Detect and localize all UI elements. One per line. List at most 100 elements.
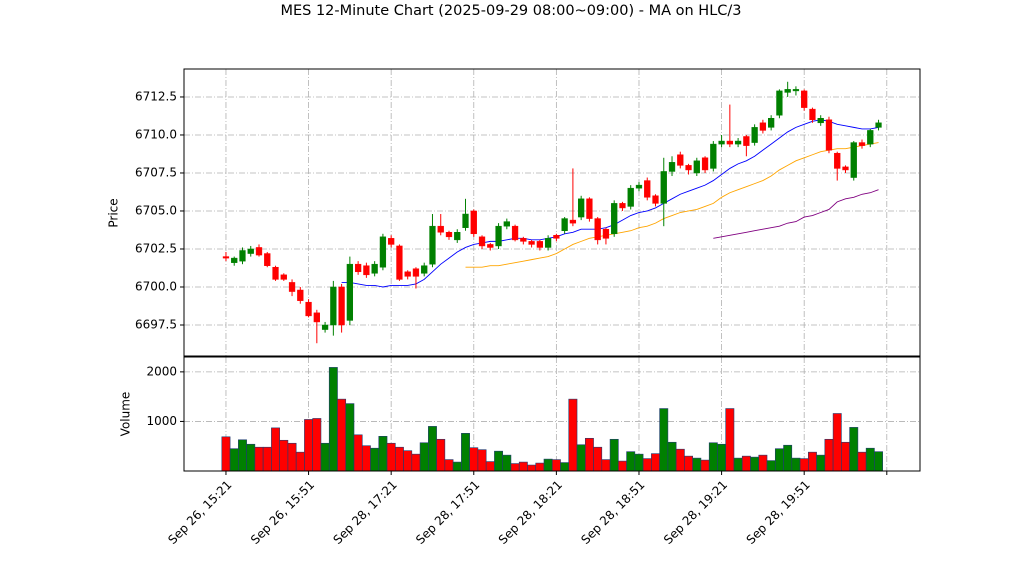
candle-body — [784, 89, 791, 93]
volume-bar — [502, 454, 512, 472]
candle-body — [693, 160, 700, 174]
volume-bar — [626, 451, 636, 472]
volume-bar — [304, 419, 313, 472]
candle-body — [553, 235, 560, 239]
candle-body — [421, 265, 428, 274]
candle-body — [280, 274, 287, 280]
candle-body — [817, 118, 824, 124]
volume-bar — [741, 455, 751, 472]
volume-bar — [378, 436, 388, 472]
candle-body — [520, 238, 527, 242]
volume-bar — [560, 462, 570, 472]
volume-bar — [485, 461, 495, 472]
volume-bar — [279, 439, 289, 472]
chart-title: MES 12-Minute Chart (2025-09-29 08:00~09… — [280, 3, 741, 19]
volume-bar — [791, 457, 801, 472]
volume-bar — [733, 457, 743, 472]
candle-body — [288, 282, 296, 292]
volume-bar — [518, 461, 528, 472]
candle-body — [487, 244, 494, 248]
candle-body — [685, 165, 692, 171]
volume-bar — [353, 434, 363, 472]
candle-body — [801, 90, 808, 108]
candle-body — [751, 127, 758, 143]
candle-body — [462, 213, 469, 228]
candle-body — [429, 225, 436, 265]
volume-bar — [832, 413, 842, 472]
candle-body — [743, 136, 750, 146]
y-tick-label: 2000 — [146, 364, 177, 378]
volume-bar — [246, 443, 256, 472]
candle-body — [544, 238, 552, 248]
volume-bar — [700, 459, 710, 472]
candle-body — [602, 228, 610, 239]
candle-body — [239, 250, 246, 262]
volume-bar — [411, 453, 421, 472]
candle-body — [710, 143, 717, 169]
volume-bar — [477, 449, 487, 472]
volume-bar — [527, 464, 537, 472]
volume-bar — [593, 446, 603, 472]
candle-body — [330, 286, 337, 326]
y-tick-label: 6710.0 — [135, 127, 177, 141]
candle-body — [594, 218, 601, 241]
volume-bar — [320, 442, 330, 472]
volume-bar — [601, 459, 611, 472]
volume-bar — [419, 442, 429, 472]
candle-body — [677, 154, 684, 166]
candle-body — [437, 225, 444, 233]
y-axis-label: Volume — [119, 392, 133, 437]
candle-body — [635, 184, 643, 189]
volume-bar — [642, 458, 652, 472]
y-tick-label: 6705.0 — [135, 203, 177, 217]
candle-body — [412, 268, 420, 277]
volume-bar — [684, 455, 693, 472]
ma-line — [465, 142, 879, 268]
volume-bar — [841, 441, 850, 472]
y-tick-label: 6700.0 — [135, 279, 177, 293]
candle-body — [313, 312, 320, 323]
x-tick-label: Sep 28, 17:21 — [331, 478, 400, 547]
candle-body — [858, 142, 866, 146]
volume-bar — [708, 442, 718, 472]
volume-bar — [403, 450, 413, 472]
candle-body — [404, 271, 411, 277]
y-tick-label: 6712.5 — [135, 89, 177, 103]
candle-body — [272, 266, 279, 280]
volume-bar — [634, 453, 644, 472]
volume-bar — [766, 460, 776, 472]
panel-frame — [183, 356, 921, 472]
candle-body — [536, 241, 543, 248]
candle-body — [470, 210, 477, 235]
ma-line — [713, 189, 879, 239]
candle-body — [867, 130, 874, 145]
volume-bar — [312, 418, 322, 472]
candle-body — [660, 171, 667, 204]
y-axis-label: Price — [107, 198, 121, 227]
volume-bar — [494, 450, 503, 472]
candle-body — [701, 157, 709, 171]
volume-bar — [799, 458, 809, 472]
candle-body — [255, 247, 263, 256]
x-tick-label: Sep 28, 19:51 — [744, 478, 813, 547]
volume-bar — [551, 459, 561, 472]
volume-bar — [865, 447, 875, 472]
candle-body — [454, 232, 461, 241]
x-tick-label: Sep 28, 17:51 — [413, 478, 482, 547]
volume-bar — [543, 458, 553, 472]
candle-body — [264, 253, 271, 266]
candle-body — [371, 263, 378, 274]
candle-body — [627, 187, 634, 207]
volume-bar — [238, 439, 247, 472]
candle-body — [586, 198, 593, 219]
candle-body — [321, 324, 329, 330]
candle-body — [776, 90, 783, 116]
candle-body — [834, 152, 841, 169]
volume-bar — [345, 403, 355, 472]
x-tick-label: Sep 28, 19:21 — [661, 478, 730, 547]
ma-line — [341, 119, 879, 288]
candle-body — [850, 142, 857, 178]
volume-bar — [584, 437, 594, 472]
volume-bar — [618, 460, 627, 472]
candle-body — [875, 122, 882, 128]
